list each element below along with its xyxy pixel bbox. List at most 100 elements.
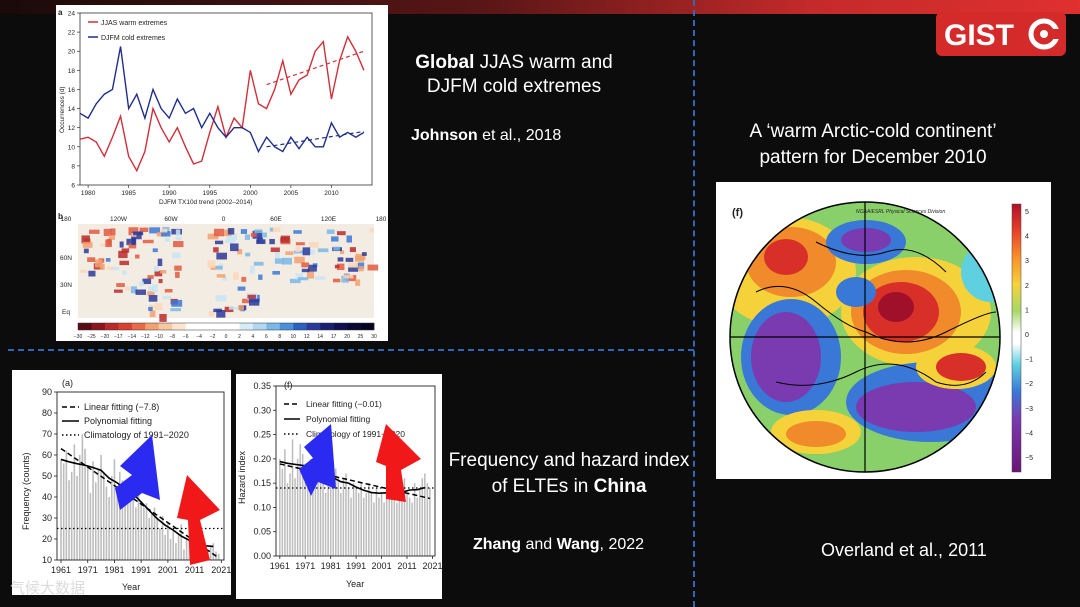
fig-b-map-cell [214,240,224,245]
polar-colorbar [1011,203,1022,473]
fig-b-map-cell [103,228,112,237]
fig-b-map-cell [269,238,275,245]
citation-and: and [521,536,557,553]
fig-b-colorbar-cell [78,323,92,330]
fig-b-map-cell [142,239,154,244]
fig-b-map-cell [148,306,153,312]
horizontal-divider [8,349,694,351]
fig-b-map-cell [294,256,305,264]
fig-b-colorbar-tick: −6 [183,334,189,340]
fig-b-map-cell [81,235,90,244]
freq-bar [113,459,116,560]
fig-b-colorbar-tick: 17 [331,334,337,340]
fig-b-map-cell [274,258,285,264]
haz-bar [365,492,368,556]
freq-bar [161,515,164,560]
haz-bar [393,483,396,556]
fig-b-map-cell [223,229,232,237]
fig-b-colorbar-tick: −25 [87,334,96,340]
haz-xtick-label: 2021 [422,561,442,571]
fig-a-legend: JJAS warm extremes DJFM cold extremes [88,20,168,42]
fig-b-map-cell [174,265,182,271]
fig-a-ytick-label: 22 [68,30,76,37]
haz-bar [345,473,347,556]
fig-b-map-cell [222,276,228,281]
freq-bar [60,459,62,560]
fig-b-map-cell [147,291,155,296]
fig-b-map-cell [337,231,346,236]
fig-b-map-cell [133,231,144,236]
haz-legend-clim: Climatology of 1991−2020 [306,429,405,439]
logo-text: GIST [944,19,1014,52]
fig-b-colorbar-cell [212,323,227,330]
fig-b-map-cell [105,258,111,262]
fig-b-top-tick: 180 [61,216,72,223]
fig-b-map-cell [356,262,365,269]
polar-colorbar-tick: −2 [1025,381,1033,388]
haz-bar [317,449,319,556]
polar-colorbar-tick: −5 [1025,455,1033,462]
china-title-line1: Frequency and hazard index [448,450,690,471]
fig-a-xtick-label: 1980 [81,190,96,197]
freq-legend-clim: Climatology of 1991−2020 [84,430,189,440]
haz-bar [281,468,284,556]
fig-b-map-cell [252,230,263,239]
fig-b-colorbar-tick: 4 [252,334,255,340]
fig-b-map-cell [152,284,158,293]
fig-b-map-cell [148,286,154,292]
haz-bar [340,492,342,556]
fig-b-map-cell [256,239,266,245]
fig-b-map-cell [126,238,137,246]
fig-a-panel-letter: a [58,8,63,17]
haz-bar [373,502,375,556]
fig-b-map-cell [331,236,339,242]
fig-b-lat-tick: 60N [60,255,72,262]
freq-bar [217,553,220,560]
haz-bar [296,458,299,556]
freq-xtick-label: 1991 [131,565,151,575]
freq-bar [212,543,215,560]
fig-b-map-cell [110,228,116,236]
fig-b-map-cell [172,252,181,259]
fig-a-ytick-label: 18 [68,68,76,75]
polar-colorbar-tick: −4 [1025,430,1033,437]
fig-b-map-cell [119,241,124,248]
fig-b-colorbar-tick: −2 [210,334,216,340]
citation-zhang: Zhang [473,536,521,553]
haz-bar [322,483,324,556]
freq-blue-arrow [115,435,160,510]
fig-b-colorbar-tick: 2 [238,334,241,340]
fig-b-map-cell [237,286,246,291]
fig-b-colorbar-cell [306,323,321,330]
freq-ytick-label: 30 [42,513,52,523]
haz-blue-arrow [299,424,336,496]
freq-bar [127,486,129,560]
haz-bar [335,468,337,556]
fig-b-map-cell [170,308,181,312]
gistc-logo: GIST [936,12,1066,56]
freq-bar [110,476,113,560]
haz-bar [383,502,385,556]
fig-b-map-cell [227,228,235,235]
haz-bar [413,483,416,556]
freq-bar [153,507,156,560]
arctic-title-line1: A ‘warm Arctic-cold continent’ [749,121,997,142]
fig-a-xtick-label: 1985 [121,190,136,197]
fig-b-map-cell [153,266,160,272]
haz-bar [299,444,301,556]
fig-b-map-cell [109,266,120,271]
fig-a-xtick-label: 1995 [203,190,218,197]
fig-b-map-cell [254,229,263,234]
fig-b-map-cell [326,229,335,234]
freq-ytick-label: 40 [42,492,52,502]
freq-xtick-label: 1961 [51,565,71,575]
freq-red-arrow [177,475,220,565]
haz-bar [424,473,426,556]
fig-a-ytick-label: 14 [68,106,76,113]
fig-b-map-cell [280,237,290,243]
fig-b-map-cell [345,257,354,262]
fig-b-map-cell [88,270,96,277]
figure-hazard: (f) 0.00 0.05 0.10 0.15 0.20 0.25 0.30 0.35 1961… [236,374,442,599]
fig-b-map-cell [258,232,267,238]
haz-bar [329,458,332,556]
